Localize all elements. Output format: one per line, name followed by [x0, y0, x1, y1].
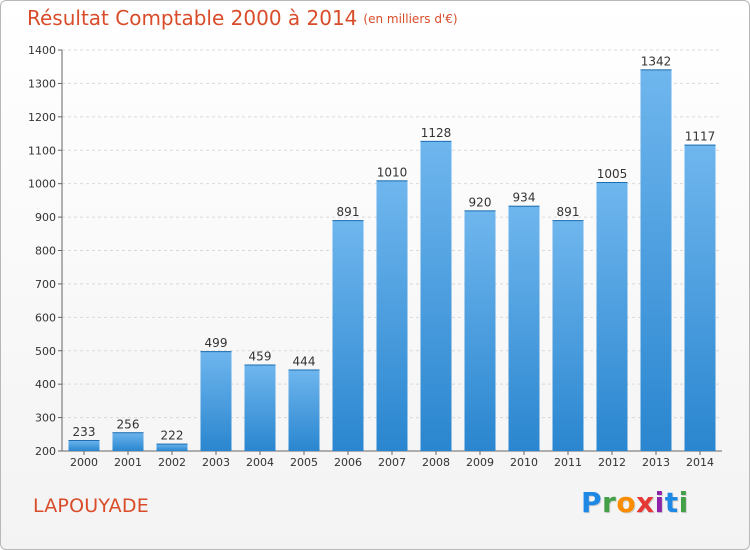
logo-letter: r: [602, 486, 617, 519]
data-label: 1005: [597, 167, 628, 181]
chart-subtitle: (en milliers d'€): [363, 12, 458, 26]
bar: [420, 140, 452, 452]
x-tick-label: 2003: [202, 456, 230, 469]
bar: [508, 205, 540, 451]
data-label: 233: [73, 425, 96, 439]
x-tick-label: 2009: [466, 456, 494, 469]
commune-name: LAPOUYADE: [33, 495, 149, 517]
y-tick-label: 500: [35, 345, 56, 358]
data-label: 499: [205, 336, 228, 350]
bar: [376, 180, 408, 451]
x-tick-label: 2007: [378, 456, 406, 469]
bar: [288, 369, 320, 451]
x-tick-label: 2004: [246, 456, 274, 469]
data-label: 891: [337, 205, 360, 219]
logo-letter: o: [616, 486, 637, 519]
bar: [156, 443, 188, 451]
x-tick-label: 2008: [422, 456, 450, 469]
bar: [596, 181, 628, 451]
x-tick-label: 2010: [510, 456, 538, 469]
logo-letter: i: [654, 486, 665, 519]
y-tick-label: 1300: [28, 77, 56, 90]
logo-letter: t: [664, 486, 679, 519]
y-tick-label: 200: [35, 445, 56, 458]
x-tick-label: 2011: [554, 456, 582, 469]
data-label: 256: [117, 417, 140, 431]
logo-letter: P: [581, 486, 603, 519]
y-tick-label: 700: [35, 278, 56, 291]
x-tick-label: 2002: [158, 456, 186, 469]
data-label: 1117: [685, 130, 716, 144]
data-label: 459: [249, 349, 272, 363]
bar: [640, 69, 672, 452]
chart-title-text: Résultat Comptable 2000 à 2014: [27, 6, 358, 30]
bar: [200, 351, 232, 451]
labels: 200 300 400 500 600 700 800 900 1000 1100 1200 1300…: [28, 44, 715, 469]
data-label: 1342: [641, 54, 672, 68]
data-label: 920: [469, 195, 492, 209]
y-tick-label: 800: [35, 245, 56, 258]
x-tick-label: 2001: [114, 456, 142, 469]
bar: [464, 210, 496, 451]
bar: [552, 220, 584, 451]
y-tick-label: 1100: [28, 144, 56, 157]
y-tick-label: 1000: [28, 178, 56, 191]
data-label: 891: [557, 205, 580, 219]
logo-letter: i: [678, 486, 689, 519]
bar: [244, 364, 276, 451]
x-tick-label: 2013: [642, 456, 670, 469]
chart-title: Résultat Comptable 2000 à 2014 (en millie…: [27, 6, 458, 30]
bar: [332, 220, 364, 451]
data-label: 1128: [421, 126, 452, 140]
bar: [68, 439, 100, 451]
data-label: 934: [513, 191, 536, 205]
proxiti-logo: Proxiti: [581, 486, 689, 519]
x-tick-label: 2006: [334, 456, 362, 469]
x-tick-label: 2005: [290, 456, 318, 469]
y-tick-label: 1400: [28, 44, 56, 57]
bar: [112, 432, 144, 451]
y-tick-label: 400: [35, 378, 56, 391]
y-tick-label: 600: [35, 311, 56, 324]
data-label: 222: [161, 429, 184, 443]
y-tick-label: 1200: [28, 111, 56, 124]
x-tick-label: 2000: [70, 456, 98, 469]
data-label: 1010: [377, 165, 408, 179]
bars: [68, 69, 716, 452]
x-tick-label: 2014: [686, 456, 714, 469]
y-tick-label: 900: [35, 211, 56, 224]
y-tick-label: 300: [35, 412, 56, 425]
bar: [684, 144, 716, 452]
x-tick-label: 2012: [598, 456, 626, 469]
logo-letter: x: [636, 486, 655, 519]
data-label: 444: [293, 354, 316, 368]
